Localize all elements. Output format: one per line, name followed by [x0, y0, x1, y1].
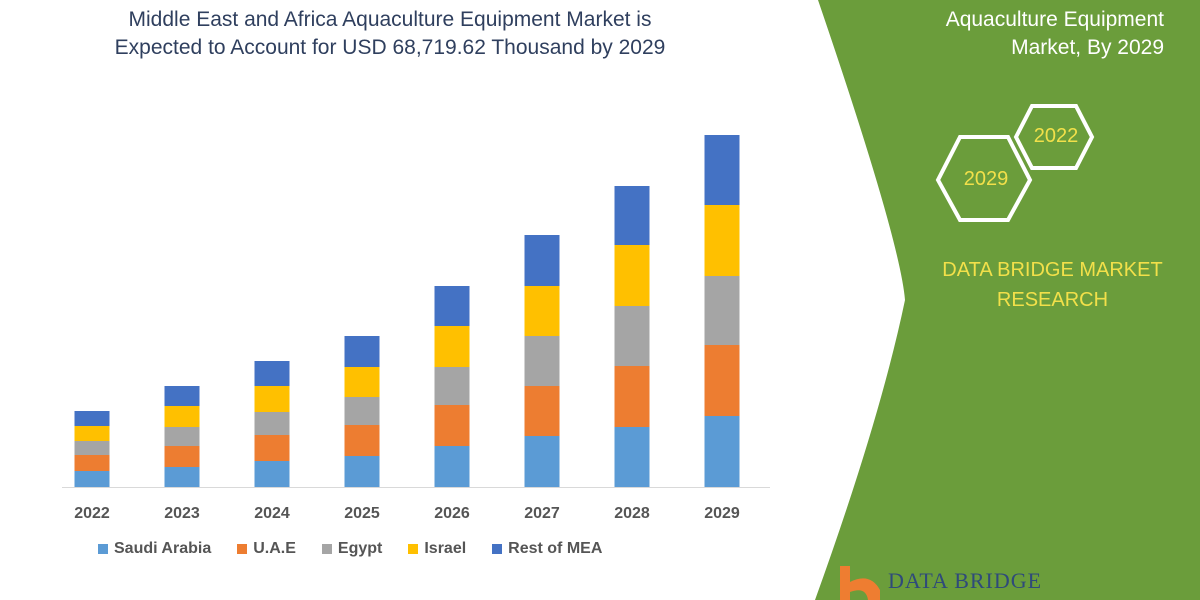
bar-segment-u-a-e-2024	[254, 435, 290, 461]
x-tick-label: 2026	[434, 505, 470, 522]
logo-icon	[840, 566, 880, 600]
panel-title-line-1: Aquaculture Equipment	[945, 8, 1164, 31]
legend: Saudi Arabia U.A.E Egypt Israel Rest of MEA	[98, 540, 628, 558]
legend-label: Israel	[424, 540, 467, 557]
bar-segment-egypt-2024	[254, 412, 290, 435]
hex-label-2029: 2029	[963, 168, 1009, 190]
bar-segment-rest-of-mea-2029	[704, 135, 740, 205]
bar-segment-egypt-2022	[74, 441, 110, 455]
bar-segment-saudi-arabia-2029	[704, 416, 740, 487]
brand-line-2: RESEARCH	[996, 289, 1109, 311]
bar-segment-israel-2024	[254, 386, 290, 412]
x-tick-label: 2029	[704, 505, 740, 522]
legend-item: Israel	[408, 540, 466, 558]
bar-segment-saudi-arabia-2026	[434, 446, 470, 487]
bar-segment-saudi-arabia-2025	[344, 456, 380, 487]
bar-segment-u-a-e-2023	[164, 446, 200, 467]
title-line-1: Middle East and Africa Aquaculture Equip…	[128, 8, 652, 31]
bar-segment-israel-2026	[434, 326, 470, 367]
legend-item: Saudi Arabia	[98, 540, 211, 558]
bar-segment-saudi-arabia-2023	[164, 467, 200, 487]
legend-label: Saudi Arabia	[114, 540, 212, 557]
bar-segment-rest-of-mea-2026	[434, 286, 470, 326]
x-tick-label: 2023	[164, 505, 200, 522]
legend-swatch	[321, 544, 332, 554]
bar-segment-israel-2029	[704, 205, 740, 276]
bar-segment-saudi-arabia-2028	[614, 427, 650, 487]
bar-segment-israel-2022	[74, 426, 110, 441]
bar-segment-u-a-e-2028	[614, 366, 650, 427]
page-title: Middle East and Africa Aquaculture Equip…	[60, 6, 720, 62]
bar-segment-saudi-arabia-2027	[524, 436, 560, 487]
bar-segment-egypt-2025	[344, 397, 380, 425]
bar-segment-egypt-2029	[704, 276, 740, 345]
hexagon-2029	[935, 135, 1033, 222]
bar-segment-egypt-2028	[614, 306, 650, 366]
brand-text: DATA BRIDGE MARKET RESEARCH	[920, 255, 1185, 315]
brand-line-1: DATA BRIDGE MARKET	[942, 259, 1163, 281]
legend-label: Rest of MEA	[508, 540, 603, 557]
legend-swatch	[492, 544, 503, 554]
legend-label: Egypt	[337, 540, 383, 557]
green-panel	[815, 0, 1200, 600]
bar-segment-egypt-2026	[434, 367, 470, 405]
legend-label: U.A.E	[253, 540, 296, 557]
bar-segment-egypt-2023	[164, 427, 200, 446]
bar-segment-rest-of-mea-2027	[524, 235, 560, 286]
hex-label-2022: 2022	[1033, 125, 1079, 147]
bar-segment-rest-of-mea-2024	[254, 361, 290, 386]
bar-segment-israel-2028	[614, 245, 650, 306]
legend-swatch	[98, 544, 108, 554]
bar-segment-u-a-e-2029	[704, 345, 740, 416]
panel-title-line-2: Market, By 2029	[1011, 36, 1164, 59]
bar-segment-rest-of-mea-2028	[614, 186, 650, 245]
title-line-2: Expected to Account for USD 68,719.62 Th…	[114, 36, 666, 59]
bar-segment-rest-of-mea-2025	[344, 336, 380, 367]
x-tick-label: 2028	[614, 505, 650, 522]
x-tick-label: 2025	[344, 505, 380, 522]
panel-title: Aquaculture Equipment Market, By 2029	[864, 6, 1164, 62]
hexagon-2022	[1013, 104, 1095, 170]
x-tick-label: 2024	[254, 505, 290, 522]
bar-segment-u-a-e-2025	[344, 425, 380, 456]
legend-item: Egypt	[321, 540, 383, 558]
bar-segment-israel-2023	[164, 406, 200, 427]
x-tick-label: 2022	[74, 505, 110, 522]
bar-segment-israel-2027	[524, 286, 560, 336]
x-tick-label: 2027	[524, 505, 560, 522]
bar-segment-u-a-e-2022	[74, 455, 110, 471]
legend-item: Rest of MEA	[492, 540, 602, 558]
bar-segment-saudi-arabia-2022	[74, 471, 110, 487]
legend-swatch	[408, 544, 419, 554]
bar-segment-rest-of-mea-2023	[164, 386, 200, 406]
logo-text: DATA BRIDGE	[888, 568, 1043, 593]
bar-segment-u-a-e-2026	[434, 405, 470, 446]
legend-swatch	[237, 544, 248, 554]
bar-segment-rest-of-mea-2022	[74, 411, 110, 426]
legend-item: U.A.E	[237, 540, 296, 558]
bar-segment-u-a-e-2027	[524, 386, 560, 436]
bar-segment-israel-2025	[344, 367, 380, 397]
bar-segment-egypt-2027	[524, 336, 560, 386]
bar-segment-saudi-arabia-2024	[254, 461, 290, 487]
